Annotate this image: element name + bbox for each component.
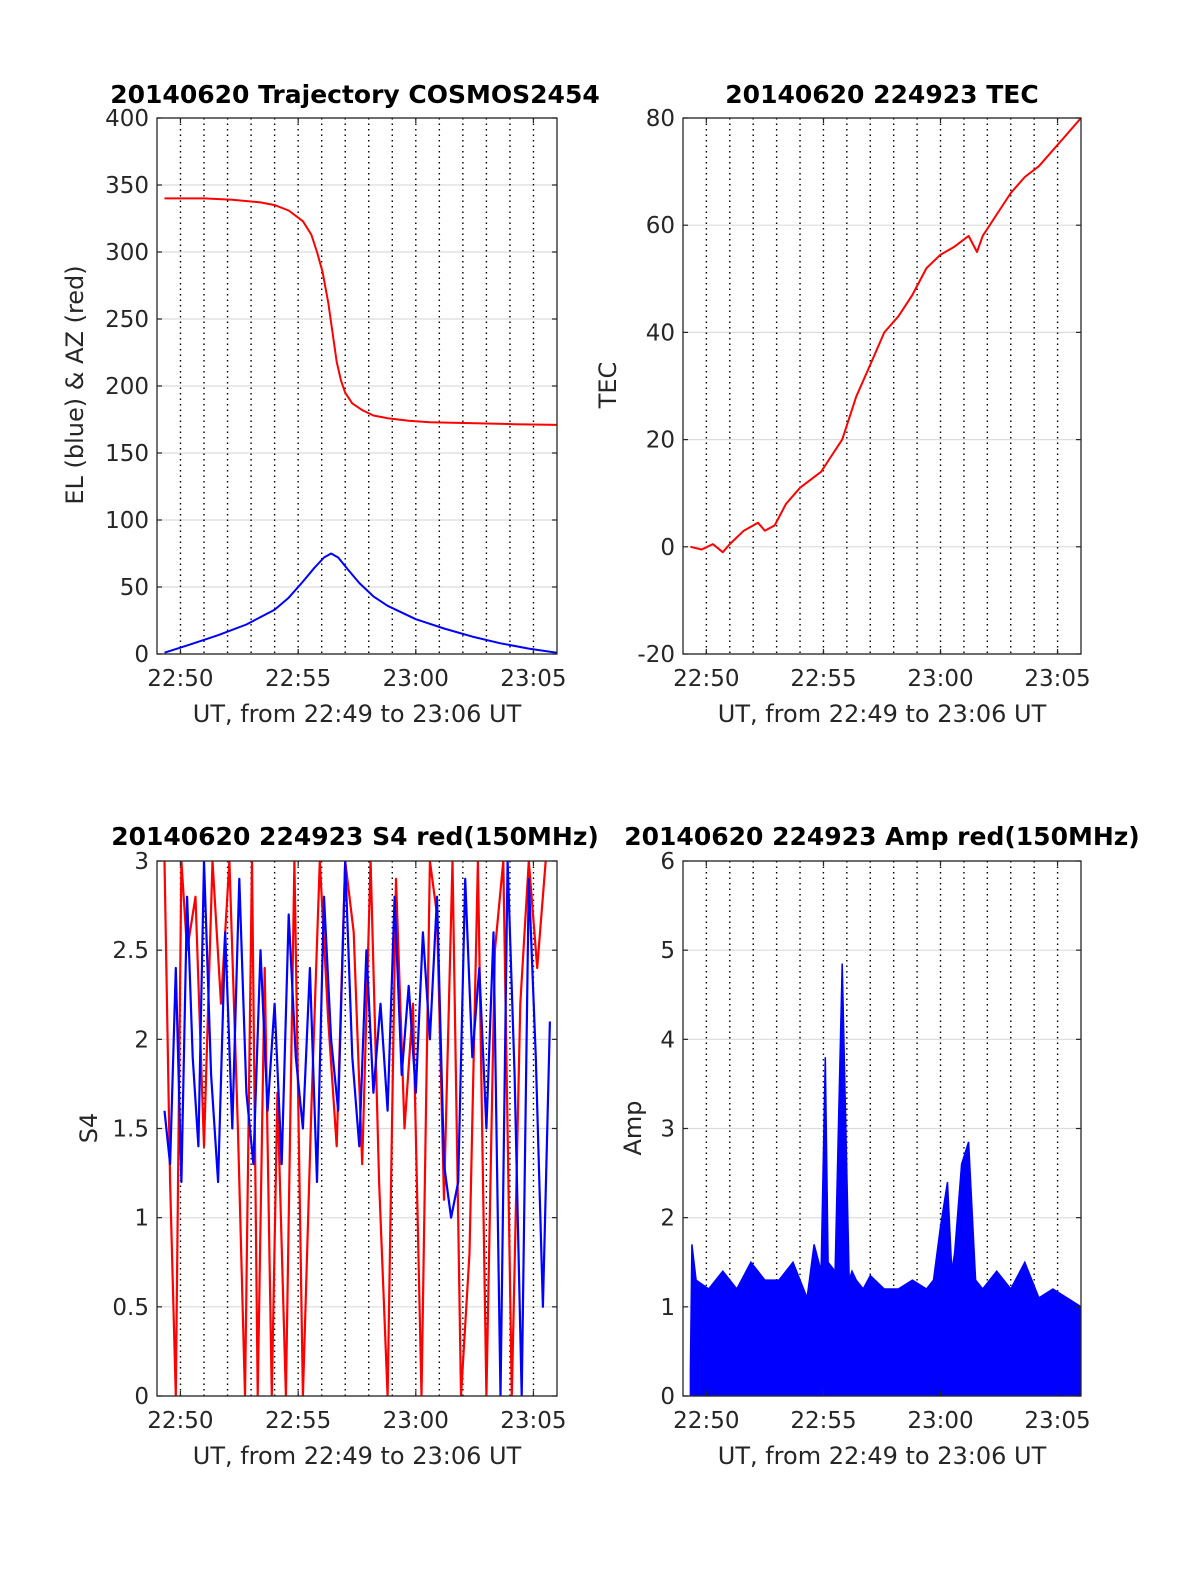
y-tick-label: 1 — [660, 1295, 675, 1321]
x-axis-label: UT, from 22:49 to 23:06 UT — [718, 700, 1047, 728]
y-tick-label: 250 — [105, 307, 149, 333]
x-tick-label: 23:00 — [907, 1408, 973, 1434]
x-tick-label: 23:00 — [383, 666, 449, 692]
plot-area — [164, 197, 557, 654]
y-tick-label: 20 — [646, 428, 675, 454]
panel-3: 0 0.5 1 1.5 2 2.5 3 22:50 22:55 23:00 23:05 2014062… — [75, 822, 599, 1470]
y-tick-label: 60 — [646, 213, 675, 239]
y-tick-label: 2.5 — [112, 938, 149, 964]
series-1-line — [163, 861, 547, 1396]
y-tick-label: 2 — [134, 1027, 149, 1053]
series-1-line — [164, 197, 557, 426]
y-axis-label: Amp — [619, 1100, 647, 1155]
axes-frame — [682, 117, 1082, 655]
y-tick-label: 3 — [660, 1117, 675, 1143]
y-tick-label: 4 — [660, 1027, 675, 1053]
x-tick-label: 23:00 — [907, 666, 973, 692]
panel-2: -20 0 20 40 60 80 22:50 22:55 23:00 23:05 20140620… — [594, 80, 1091, 728]
y-tick-label: 5 — [660, 938, 675, 964]
x-tick-label: 22:50 — [673, 1408, 739, 1434]
panel-4: 0 1 2 3 4 5 6 22:50 22:55 23:00 23:05 20140620 2249… — [619, 822, 1140, 1470]
y-tick-label: 80 — [646, 106, 675, 132]
plot-area — [163, 861, 551, 1396]
plot-area — [690, 118, 1081, 554]
series-1-line — [690, 118, 1081, 554]
x-tick-label: 22:55 — [790, 1408, 856, 1434]
panel-1: 0 50 100 150 200 250 300 350 400 22:50 22:55 23:00 2… — [61, 80, 600, 728]
y-tick-label: 3 — [134, 849, 149, 875]
x-tick-label: 23:05 — [1024, 666, 1090, 692]
y-tick-label: 0 — [134, 642, 149, 668]
x-tick-label: 23:05 — [500, 666, 566, 692]
x-axis-label: UT, from 22:49 to 23:06 UT — [193, 1442, 522, 1470]
y-axis-label: S4 — [75, 1113, 103, 1144]
y-tick-label: 0 — [660, 535, 675, 561]
y-axis-label: EL (blue) & AZ (red) — [61, 265, 89, 504]
y-tick-label: 6 — [660, 849, 675, 875]
chart-title: 20140620 224923 TEC — [725, 80, 1038, 109]
chart-title: 20140620 224923 Amp red(150MHz) — [624, 822, 1140, 851]
x-tick-label: 23:05 — [1024, 1408, 1090, 1434]
x-tick-label: 22:55 — [265, 666, 331, 692]
x-axis-label: UT, from 22:49 to 23:06 UT — [193, 700, 522, 728]
x-tick-label: 22:50 — [673, 666, 739, 692]
y-tick-label: 0 — [134, 1384, 149, 1410]
y-tick-label: 300 — [105, 240, 149, 266]
y-tick-label: 1 — [134, 1206, 149, 1232]
x-tick-label: 23:00 — [383, 1408, 449, 1434]
chart-title: 20140620 Trajectory COSMOS2454 — [110, 80, 600, 109]
y-tick-label: 100 — [105, 508, 149, 534]
y-tick-label: 50 — [120, 575, 149, 601]
x-tick-label: 22:50 — [147, 1408, 213, 1434]
y-tick-label: 40 — [646, 320, 675, 346]
plot-area — [689, 963, 1081, 1396]
chart-title: 20140620 224923 S4 red(150MHz) — [111, 822, 599, 851]
x-tick-label: 22:50 — [147, 666, 213, 692]
series-2-line — [163, 861, 551, 1396]
y-tick-label: 350 — [105, 173, 149, 199]
y-tick-label: 0.5 — [112, 1295, 149, 1321]
series-1-area — [689, 963, 1081, 1396]
y-tick-label: 0 — [660, 1384, 675, 1410]
y-tick-label: 1.5 — [112, 1117, 149, 1143]
y-tick-label: 2 — [660, 1206, 675, 1232]
x-tick-label: 23:05 — [500, 1408, 566, 1434]
y-tick-label: 150 — [105, 441, 149, 467]
x-tick-label: 22:55 — [265, 1408, 331, 1434]
x-tick-label: 22:55 — [790, 666, 856, 692]
y-tick-label: 400 — [105, 106, 149, 132]
y-axis-label: TEC — [594, 362, 622, 410]
y-tick-label: -20 — [637, 642, 675, 668]
series-2-line — [164, 552, 557, 654]
y-tick-label: 200 — [105, 374, 149, 400]
x-axis-label: UT, from 22:49 to 23:06 UT — [718, 1442, 1047, 1470]
